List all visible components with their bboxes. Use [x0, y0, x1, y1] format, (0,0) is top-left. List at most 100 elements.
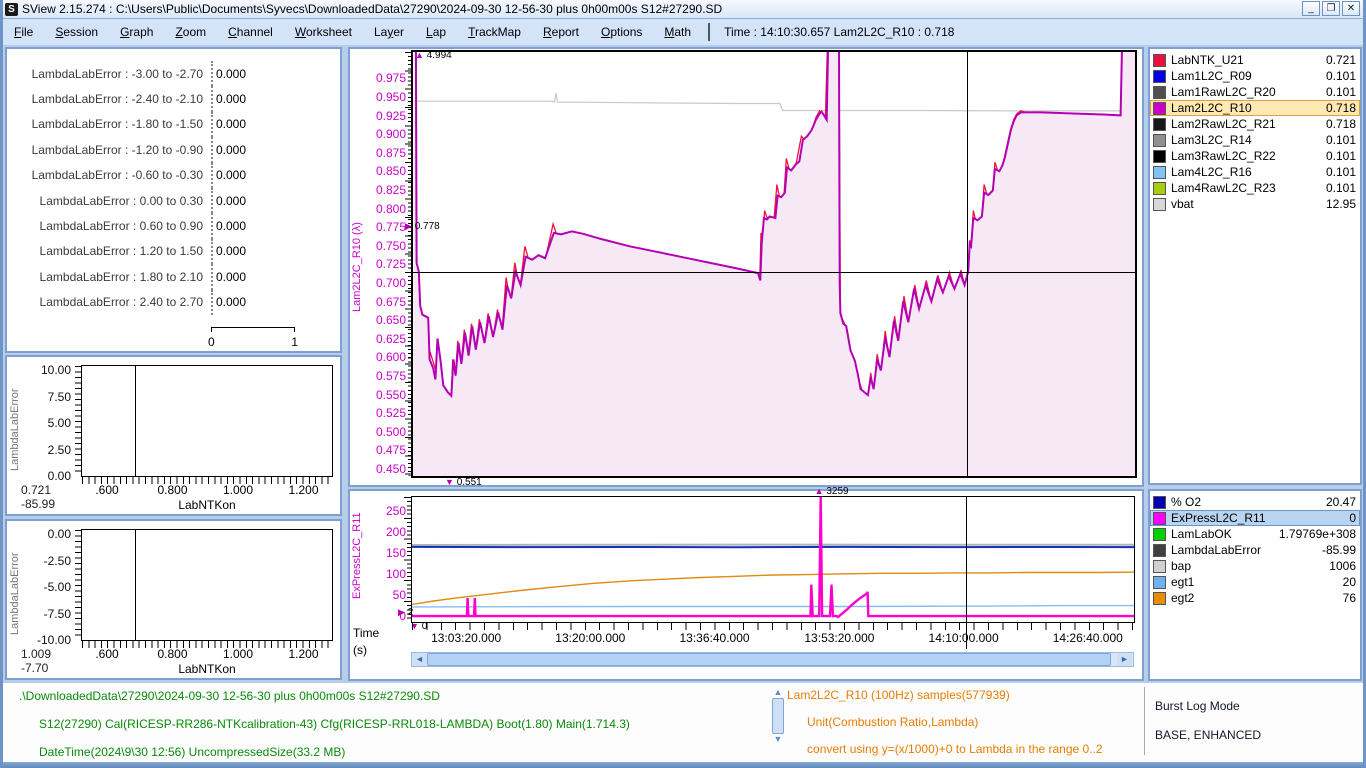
bottom-y-tick-label: 250: [354, 504, 406, 518]
time-tick-label: 14:26:40.000: [1053, 631, 1123, 645]
channel-row-egt1[interactable]: egt120: [1150, 574, 1360, 590]
menu-worksheet[interactable]: Worksheet: [284, 25, 363, 39]
close-button[interactable]: ✕: [1342, 1, 1360, 16]
menu-layer[interactable]: Layer: [363, 25, 415, 39]
main-y-tick-label: 0.775: [354, 220, 406, 234]
scroll-up-icon[interactable]: ▲: [774, 688, 783, 697]
scatter1-y-label: LambdaLabError: [9, 375, 23, 485]
scatter1-y-ticks: [75, 366, 81, 476]
channel-value: 0.101: [1326, 133, 1356, 147]
channel-row-labntk-u21[interactable]: LabNTK_U210.721: [1150, 52, 1360, 68]
tick-label: 7.50: [25, 390, 71, 404]
channel-row-egt2[interactable]: egt276: [1150, 590, 1360, 606]
scatter2-x-label: LabNTKon: [81, 662, 333, 676]
main-cursor-vertical-line[interactable]: [967, 52, 968, 476]
main-y-tick-label: 0.675: [354, 295, 406, 309]
time-tick-label: 13:03:20.000: [431, 631, 501, 645]
scatter-panel-upper: LambdaLabError 10.007.505.002.500.00 .60…: [5, 355, 342, 516]
menu-separator: [708, 23, 710, 41]
channel-value: 0.101: [1326, 149, 1356, 163]
menu-options[interactable]: Options: [590, 25, 653, 39]
status-bar: .\DownloadedData\27290\2024-09-30 12-56-…: [3, 683, 1363, 762]
channel-row-lam4rawl2c-r23[interactable]: Lam4RawL2C_R230.101: [1150, 180, 1360, 196]
bottom-left-marker: ▶ 2: [398, 607, 413, 618]
histogram-row: LambdaLabError : 2.40 to 2.700.000: [15, 290, 330, 315]
bottom-y-tick-label: 100: [354, 567, 406, 581]
scatter2-plot[interactable]: [81, 529, 333, 641]
bottom-chart-plot[interactable]: ▲ 3259 ▶ 2 ▼ 0: [411, 496, 1135, 623]
bottom-y-tick-label: 200: [354, 525, 406, 539]
histogram-axis-min: 0: [208, 335, 215, 349]
channel-row-lam1l2c-r09[interactable]: Lam1L2C_R090.101: [1150, 68, 1360, 84]
menu-trackmap[interactable]: TrackMap: [457, 25, 532, 39]
tick-label: 2.50: [25, 443, 71, 457]
histogram-row: LambdaLabError : -0.60 to -0.300.000: [15, 163, 330, 188]
main-y-tick-label: 0.950: [354, 90, 406, 104]
histogram-row: LambdaLabError : 0.60 to 0.900.000: [15, 213, 330, 238]
scroll-down-icon[interactable]: ▼: [774, 735, 783, 744]
tick-label: -2.50: [25, 554, 71, 568]
channel-row-expressl2c-r11[interactable]: ExPressL2C_R110: [1150, 510, 1360, 526]
channel-value: -85.99: [1322, 543, 1356, 557]
window-bottom-border: [3, 762, 1366, 768]
tick-label: 0.00: [25, 469, 71, 483]
channel-value: 20: [1343, 575, 1356, 589]
channel-row-lam1rawl2c-r20[interactable]: Lam1RawL2C_R200.101: [1150, 84, 1360, 100]
left-triangle-icon: ▶: [398, 607, 405, 617]
main-y-tick-label: 0.850: [354, 164, 406, 178]
scrollbar-thumb[interactable]: [772, 698, 784, 734]
histogram-row: LambdaLabError : -1.20 to -0.900.000: [15, 137, 330, 162]
channel-name: Lam2L2C_R10: [1171, 101, 1326, 115]
channel-color-swatch: [1153, 182, 1166, 195]
channel-value: 1006: [1329, 559, 1356, 573]
channel-row-lam4l2c-r16[interactable]: Lam4L2C_R160.101: [1150, 164, 1360, 180]
main-left-marker: ▶ 0.778: [405, 221, 440, 232]
channel-row-bap[interactable]: bap1006: [1150, 558, 1360, 574]
max-triangle-icon: ▲: [815, 486, 824, 496]
bottom-y-tick-label: 50: [354, 588, 406, 602]
scatter1-plot[interactable]: [81, 365, 333, 477]
main-y-tick-label: 0.875: [354, 146, 406, 160]
scroll-right-icon[interactable]: ►: [1117, 653, 1132, 666]
channel-row-lam3l2c-r14[interactable]: Lam3L2C_R140.101: [1150, 132, 1360, 148]
channel-name: LabNTK_U21: [1171, 53, 1326, 67]
main-chart-plot[interactable]: ▲ 4.994 ▶ 0.778 ▼ 0.551: [411, 50, 1137, 478]
menu-math[interactable]: Math: [653, 25, 702, 39]
channel-row-lam2l2c-r10[interactable]: Lam2L2C_R100.718: [1150, 100, 1360, 116]
menu-session[interactable]: Session: [44, 25, 109, 39]
channel-info-scrollbar[interactable]: ▲ ▼: [772, 688, 784, 752]
channel-color-swatch: [1153, 118, 1166, 131]
menu-graph[interactable]: Graph: [109, 25, 164, 39]
restore-button[interactable]: ❐: [1322, 1, 1340, 16]
menu-channel[interactable]: Channel: [217, 25, 284, 39]
histogram-row: LambdaLabError : 0.00 to 0.300.000: [15, 188, 330, 213]
channel-name: Lam1RawL2C_R20: [1171, 85, 1326, 99]
series-line-ExPressL2C_R11: [412, 497, 1134, 617]
tick-label: 1.000: [223, 483, 253, 497]
channel-row-lamlabok[interactable]: LamLabOK1.79769e+308: [1150, 526, 1360, 542]
scrollbar-thumb[interactable]: [427, 653, 1111, 666]
channel-row--o2[interactable]: % O220.47: [1150, 494, 1360, 510]
time-scrollbar[interactable]: ◄ ►: [411, 652, 1134, 667]
menu-report[interactable]: Report: [532, 25, 590, 39]
bottom-y-major-ticks: [404, 497, 411, 622]
menu-lap[interactable]: Lap: [415, 25, 457, 39]
channel-color-swatch: [1153, 528, 1166, 541]
menu-zoom[interactable]: Zoom: [164, 25, 217, 39]
minimize-button[interactable]: _: [1302, 1, 1320, 16]
channel-row-vbat[interactable]: vbat12.95: [1150, 196, 1360, 212]
histogram-row: LambdaLabError : -1.80 to -1.500.000: [15, 112, 330, 137]
main-y-tick-label: 0.750: [354, 239, 406, 253]
channel-row-lam3rawl2c-r22[interactable]: Lam3RawL2C_R220.101: [1150, 148, 1360, 164]
log-mode-info: Burst Log Mode BASE, ENHANCED: [1155, 692, 1261, 750]
channel-row-lambdalaberror[interactable]: LambdaLabError-85.99: [1150, 542, 1360, 558]
tick-label: 10.00: [25, 363, 71, 377]
main-max-marker: ▲ 4.994: [415, 50, 452, 61]
scroll-left-icon[interactable]: ◄: [412, 653, 427, 666]
histogram-row: LambdaLabError : -3.00 to -2.700.000: [15, 61, 330, 86]
channel-list-top-panel: LabNTK_U210.721Lam1L2C_R090.101Lam1RawL2…: [1148, 47, 1362, 485]
menu-file[interactable]: File: [3, 25, 44, 39]
channel-info-text: Lam2L2C_R10 (100Hz) samples(577939) Unit…: [787, 689, 1103, 762]
channel-row-lam2rawl2c-r21[interactable]: Lam2RawL2C_R210.718: [1150, 116, 1360, 132]
tick-label: -5.00: [25, 580, 71, 594]
